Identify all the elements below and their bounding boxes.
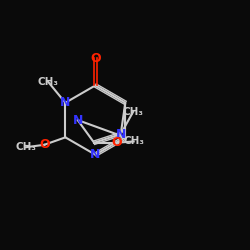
Text: N: N <box>116 128 126 140</box>
Text: N: N <box>90 148 101 161</box>
Text: N: N <box>72 114 83 126</box>
Text: CH₃: CH₃ <box>122 107 144 117</box>
Text: O: O <box>90 52 101 65</box>
Text: O: O <box>111 136 122 149</box>
Text: O: O <box>39 138 50 151</box>
Text: CH₃: CH₃ <box>123 136 144 146</box>
Text: CH₃: CH₃ <box>38 77 58 87</box>
Text: CH₃: CH₃ <box>15 142 36 152</box>
Text: N: N <box>60 96 70 109</box>
